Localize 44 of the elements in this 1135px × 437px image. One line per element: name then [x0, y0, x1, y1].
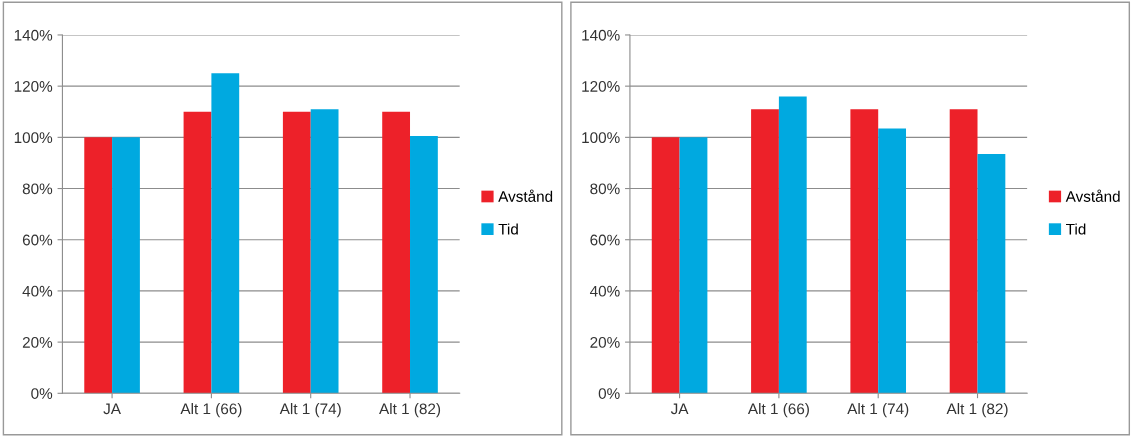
bar: [751, 109, 779, 394]
x-tick-label: Alt 1 (66): [180, 403, 242, 418]
y-tick-label: 40%: [22, 285, 53, 297]
legend-label: Tid: [498, 223, 518, 235]
bar: [84, 137, 113, 394]
bar: [878, 128, 907, 394]
legend-label: Tid: [1066, 223, 1086, 235]
y-tick-label: 40%: [589, 285, 620, 297]
x-tick-label: JA: [103, 403, 121, 415]
y-tick-label: 120%: [14, 81, 53, 92]
bar: [778, 96, 807, 394]
x-tick-label: Alt 1 (82): [379, 403, 441, 418]
bar: [651, 137, 680, 394]
bar: [410, 136, 438, 394]
legend-label: Avstånd: [1065, 189, 1120, 202]
bar: [211, 73, 240, 394]
y-tick-label: 0%: [31, 388, 53, 399]
y-tick-label: 100%: [582, 132, 620, 144]
bar: [112, 137, 140, 394]
bar: [382, 111, 411, 394]
y-tick-label: 100%: [14, 132, 53, 144]
y-tick-label: 120%: [582, 81, 620, 92]
y-tick-label: 20%: [590, 336, 620, 348]
y-tick-label: 140%: [14, 29, 53, 41]
x-tick-label: Alt 1 (82): [946, 403, 1008, 418]
y-tick-label: 80%: [590, 183, 620, 195]
y-tick-label: 60%: [590, 234, 620, 246]
y-tick-label: 20%: [22, 336, 53, 348]
bar: [850, 109, 879, 394]
bar: [282, 111, 311, 394]
bar: [679, 137, 708, 394]
bar: [183, 111, 212, 394]
y-tick-label: 60%: [22, 234, 53, 246]
x-tick-label: Alt 1 (74): [847, 403, 909, 418]
bar: [949, 109, 978, 394]
y-tick-label: 80%: [22, 183, 53, 195]
x-tick-label: Alt 1 (66): [747, 403, 809, 418]
bar: [310, 109, 339, 394]
x-tick-label: Alt 1 (74): [279, 403, 341, 418]
legend-label: Avstånd: [498, 189, 553, 202]
x-tick-label: JA: [670, 403, 689, 415]
bar: [977, 153, 1006, 394]
y-tick-label: 140%: [582, 29, 620, 41]
y-tick-label: 0%: [598, 388, 620, 399]
